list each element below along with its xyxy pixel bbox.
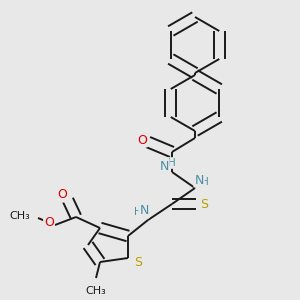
Text: O: O (137, 134, 147, 146)
Text: H: H (201, 177, 209, 187)
Text: N: N (194, 173, 204, 187)
Text: H: H (134, 207, 142, 217)
Text: S: S (200, 197, 208, 211)
Text: CH₃: CH₃ (85, 286, 106, 296)
Text: O: O (57, 188, 67, 202)
Text: N: N (139, 205, 149, 218)
Text: CH₃: CH₃ (9, 211, 30, 221)
Text: S: S (134, 256, 142, 268)
Text: N: N (159, 160, 169, 172)
Text: O: O (44, 215, 54, 229)
Text: H: H (168, 158, 176, 168)
